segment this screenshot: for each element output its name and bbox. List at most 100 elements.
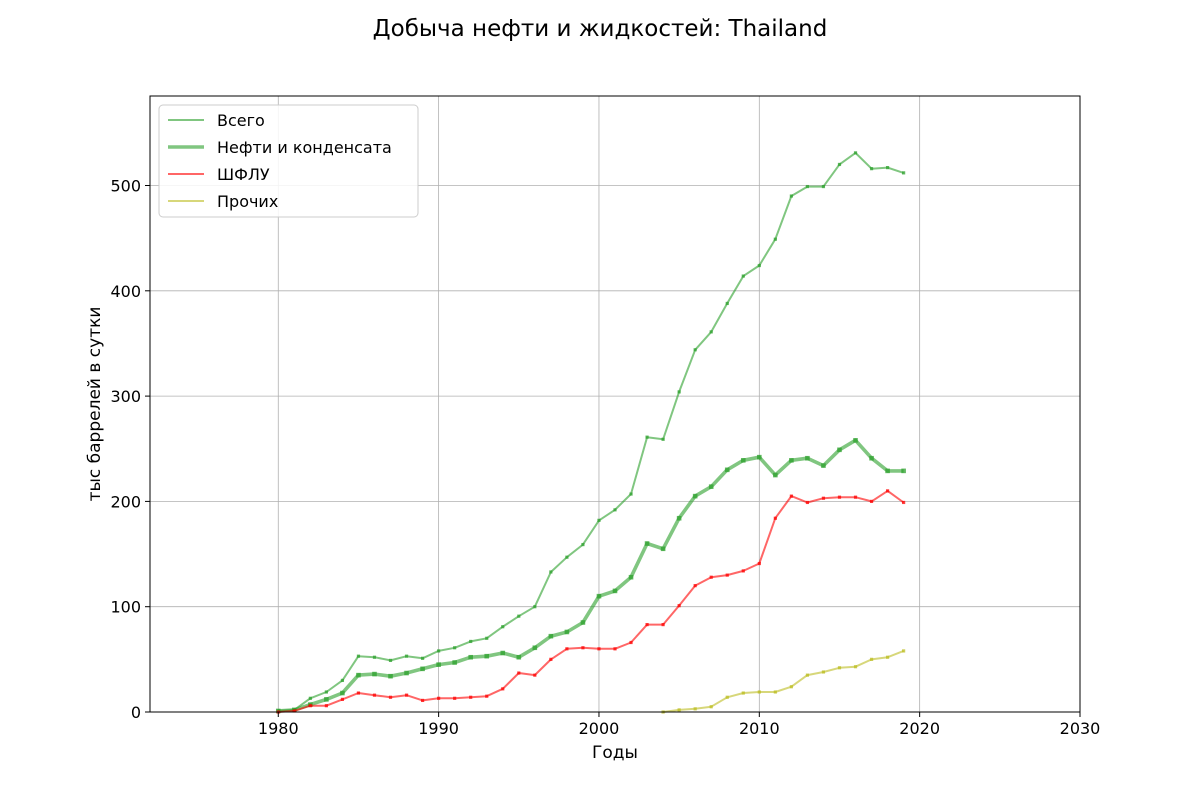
data-point	[565, 647, 569, 651]
y-tick-label: 500	[110, 177, 141, 196]
series-layer	[275, 151, 906, 714]
data-point	[837, 495, 842, 499]
data-point	[580, 620, 586, 625]
data-point	[436, 662, 441, 667]
data-point	[661, 623, 665, 627]
data-point	[388, 673, 393, 679]
data-point	[404, 654, 409, 658]
data-point	[549, 657, 553, 661]
data-point	[404, 693, 409, 697]
data-point	[773, 472, 778, 478]
data-point	[725, 573, 729, 577]
data-point	[597, 518, 601, 522]
data-point	[773, 237, 777, 241]
legend-item: Всего	[168, 111, 265, 130]
x-tick-label: 1990	[418, 719, 459, 738]
data-point	[821, 184, 826, 189]
x-tick-label: 2010	[739, 719, 780, 738]
data-point	[725, 301, 729, 306]
data-point	[581, 646, 585, 650]
data-point	[693, 584, 697, 588]
series-line	[662, 649, 904, 713]
data-point	[869, 657, 874, 661]
data-point	[372, 671, 377, 677]
data-point	[469, 695, 473, 699]
data-point	[902, 171, 906, 175]
x-tick-label: 2000	[579, 719, 620, 738]
data-point	[581, 542, 585, 547]
series-3	[276, 489, 906, 714]
data-point	[644, 541, 650, 546]
legend: Всего Нефти и конденсата ШФЛУ Прочих	[158, 104, 419, 218]
data-point	[677, 708, 681, 712]
data-point	[356, 654, 361, 658]
data-point	[533, 605, 537, 609]
plot-frame	[149, 95, 1081, 713]
x-tick-label: 2020	[899, 719, 940, 738]
data-point	[660, 546, 666, 552]
data-point	[372, 693, 377, 697]
data-point	[388, 695, 393, 699]
y-tick-label: 400	[110, 282, 141, 301]
data-point	[885, 468, 890, 474]
data-point	[612, 588, 618, 594]
data-point	[757, 690, 761, 694]
data-point	[709, 705, 713, 709]
data-point	[437, 649, 441, 653]
data-point	[757, 263, 761, 268]
data-point	[597, 647, 601, 651]
data-point	[613, 508, 617, 512]
data-point	[645, 435, 649, 439]
data-point	[388, 658, 393, 663]
data-point	[533, 673, 537, 677]
data-point	[725, 695, 729, 699]
data-point	[501, 625, 505, 629]
data-point	[324, 697, 329, 702]
data-point	[420, 666, 425, 672]
data-point	[773, 516, 777, 520]
legend-item: ШФЛУ	[168, 165, 270, 184]
data-point	[676, 515, 682, 521]
data-point	[677, 604, 681, 608]
data-point	[628, 574, 634, 580]
series-4	[661, 649, 906, 714]
data-point	[789, 685, 793, 689]
data-point	[805, 455, 810, 461]
data-point	[308, 704, 312, 708]
data-point	[741, 691, 745, 695]
data-point	[565, 555, 569, 559]
data-point	[516, 654, 522, 660]
data-point	[869, 455, 874, 461]
data-point	[340, 697, 345, 701]
data-point	[821, 496, 826, 500]
data-point	[629, 640, 633, 645]
data-point	[613, 647, 617, 651]
legend-item: Прочих	[168, 192, 278, 211]
legend-label: Нефти и конденсата	[217, 138, 392, 157]
data-point	[324, 690, 328, 694]
data-point	[709, 330, 713, 334]
series-1	[276, 151, 906, 713]
data-point	[564, 629, 570, 635]
data-point	[500, 650, 506, 656]
data-point	[869, 499, 874, 504]
data-point	[741, 569, 745, 573]
data-point	[724, 467, 730, 473]
data-point	[501, 687, 505, 691]
data-point	[596, 593, 602, 599]
data-point	[485, 636, 489, 640]
x-tick-label: 1980	[258, 719, 299, 738]
y-axis-label: тыс баррелей в сутки	[85, 307, 105, 502]
data-point	[821, 463, 826, 468]
data-point	[693, 707, 697, 711]
y-tick-label: 0	[131, 703, 141, 722]
data-point	[340, 690, 345, 696]
data-point	[740, 458, 746, 463]
data-point	[485, 694, 489, 698]
data-point	[885, 166, 890, 170]
data-point	[453, 646, 457, 650]
chart-title: Добыча нефти и жидкостей: Thailand	[373, 16, 828, 42]
data-point	[420, 698, 425, 703]
data-point	[468, 654, 473, 660]
data-point	[324, 704, 328, 708]
